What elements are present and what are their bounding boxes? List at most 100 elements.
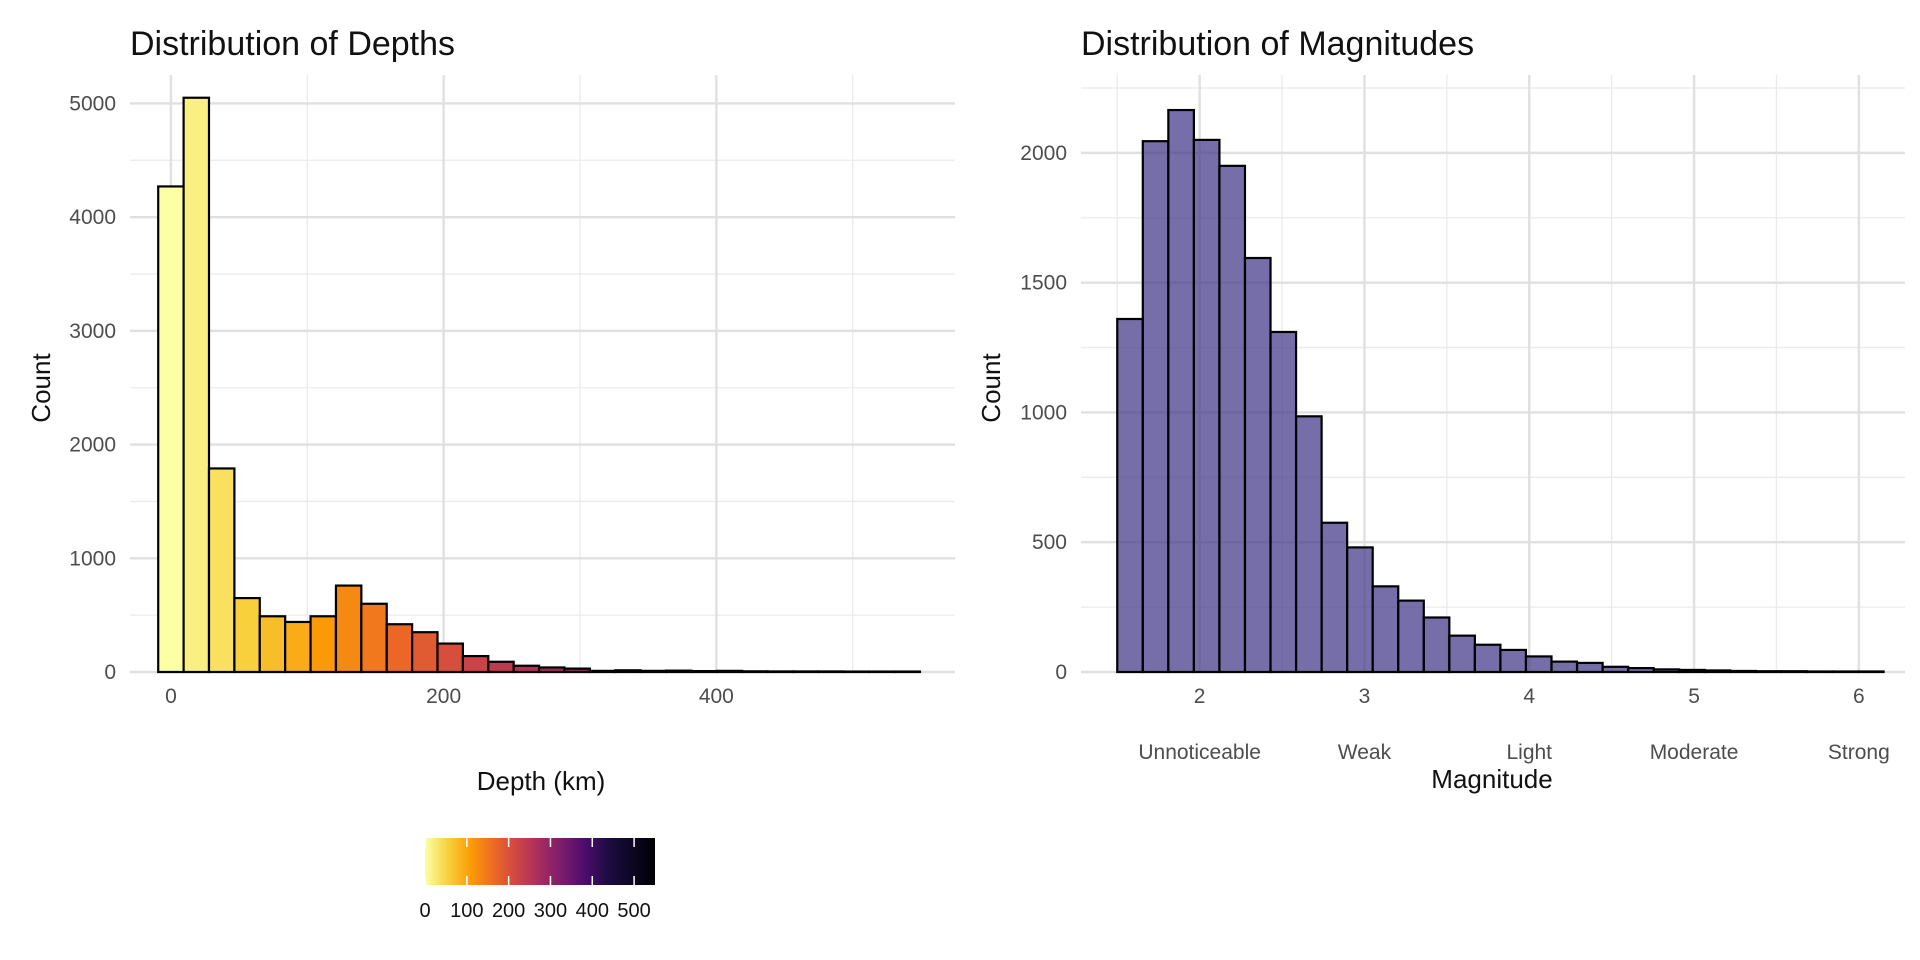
magnitude-bar (1448, 634, 1476, 674)
magnitude-y-tick-labels: 0 500 1000 1500 2000 (1020, 142, 1067, 684)
depth-bar (385, 623, 414, 674)
x-tick-label: 5 (1688, 685, 1700, 708)
magnitude-bar (1703, 669, 1732, 674)
magnitude-bar (1805, 670, 1834, 674)
depth-bars (157, 96, 922, 674)
depth-bar (461, 654, 490, 674)
y-tick-label: 1000 (1020, 401, 1067, 424)
x-tick-label: 6 (1853, 685, 1865, 708)
depth-bar (360, 602, 388, 674)
colorbar-tick-label: 500 (617, 900, 650, 922)
y-tick-label: 3000 (69, 320, 116, 343)
y-tick-label: 2000 (69, 434, 116, 457)
x-tick-label: 2 (1194, 685, 1206, 708)
magnitude-bar (1729, 669, 1757, 674)
depth-bar (690, 669, 718, 674)
depth-bar (334, 584, 363, 674)
magnitude-chart-title: Distribution of Magnitudes (1081, 25, 1474, 63)
y-tick-label: 5000 (69, 92, 116, 115)
y-tick-label: 500 (1032, 531, 1067, 554)
magnitude-bar (1678, 668, 1706, 674)
x-tick-label: 4 (1523, 685, 1535, 708)
y-tick-label: 0 (104, 661, 116, 684)
magnitude-bar (1269, 330, 1298, 674)
depth-bar (182, 96, 211, 674)
depth-bar (664, 669, 693, 674)
magnitude-bar (1652, 668, 1681, 674)
depth-bar (284, 620, 312, 674)
depth-bar (537, 666, 566, 674)
magnitude-bar (1422, 616, 1451, 674)
magnitude-bar (1397, 599, 1425, 674)
x-tick-label: 3 (1359, 685, 1371, 708)
depth-bar (309, 615, 338, 674)
depth-bar (436, 642, 465, 674)
magnitude-bar (1116, 317, 1144, 674)
x-category-label: Light (1506, 741, 1552, 764)
x-category-label: Strong (1828, 741, 1890, 764)
colorbar-tick-label: 400 (576, 900, 609, 922)
depth-bar (588, 669, 617, 674)
y-tick-label: 0 (1055, 661, 1067, 684)
depth-bar (741, 670, 769, 674)
depth-colorbar-ticks: 0 100 200 300 400 500 (419, 838, 651, 922)
y-tick-label: 1500 (1020, 272, 1067, 295)
magnitude-bar (1294, 415, 1323, 674)
depth-color-legend: 0 100 200 300 400 500 (419, 838, 655, 922)
magnitude-bar (1346, 546, 1374, 674)
magnitude-x-axis-title: Magnitude (1431, 764, 1552, 794)
depth-bar (157, 185, 185, 674)
depth-bar (512, 664, 541, 674)
magnitude-bar (1524, 655, 1553, 674)
magnitude-bar (1575, 661, 1604, 674)
magnitude-bar (1473, 643, 1502, 674)
depth-histogram-panel: Distribution of Depths 01000200030004000… (26, 25, 955, 922)
magnitude-bar (1218, 164, 1247, 674)
colorbar-tick-label: 100 (450, 900, 483, 922)
magnitude-bar (1550, 660, 1579, 674)
magnitude-y-axis-title: Count (976, 353, 1006, 423)
magnitude-bar (1754, 670, 1783, 674)
colorbar-tick-label: 200 (492, 900, 525, 922)
magnitude-bar (1601, 665, 1630, 674)
magnitude-bar (1141, 140, 1170, 674)
magnitude-bar (1243, 256, 1272, 674)
magnitude-bar (1780, 670, 1809, 674)
colorbar-tick-label: 300 (534, 900, 567, 922)
x-tick-label: 0 (165, 685, 177, 708)
depth-bar (791, 670, 820, 674)
depth-gridlines (130, 75, 955, 674)
depth-bar (715, 669, 744, 674)
x-tick-label: 200 (426, 685, 461, 708)
magnitude-bar (1499, 648, 1528, 674)
magnitude-bars (1116, 108, 1885, 674)
depth-chart-title: Distribution of Depths (130, 25, 455, 63)
y-tick-label: 1000 (69, 547, 116, 570)
y-tick-label: 2000 (1020, 142, 1067, 165)
depth-x-axis-title: Depth (km) (477, 766, 606, 796)
magnitude-bar (1831, 670, 1860, 674)
depth-bar (817, 670, 845, 674)
magnitude-histogram-panel: Distribution of Magnitudes 0 500 1000 1500 2… (976, 25, 1905, 794)
x-category-label: Moderate (1650, 741, 1739, 764)
x-category-label: Unnoticeable (1138, 741, 1261, 764)
depth-y-tick-labels: 0 1000 2000 3000 4000 5000 (69, 92, 116, 684)
magnitude-bar (1320, 521, 1349, 674)
depth-bar (487, 660, 515, 674)
magnitude-bar (1627, 667, 1655, 674)
magnitude-x-tick-labels: 2 Unnoticeable 3 Weak 4 Light 5 Moderate 6 Strong (1138, 685, 1889, 764)
depth-bar (639, 669, 668, 674)
x-category-label: Weak (1338, 741, 1392, 764)
magnitude-bar (1167, 108, 1195, 674)
depth-bar (563, 667, 591, 674)
depth-colorbar (425, 838, 655, 885)
x-tick-label: 400 (699, 685, 734, 708)
magnitude-bar (1192, 138, 1221, 674)
depth-bar (411, 631, 439, 674)
y-tick-label: 4000 (69, 206, 116, 229)
depth-bar (233, 596, 261, 674)
depth-bar (766, 670, 795, 674)
magnitude-bar (1371, 585, 1400, 674)
magnitude-bar (1856, 670, 1885, 674)
